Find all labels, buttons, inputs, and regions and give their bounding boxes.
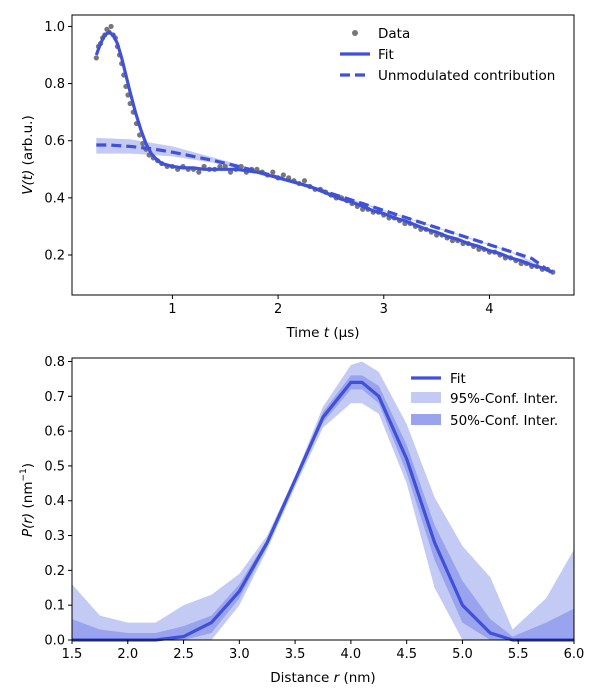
unmodulated-confidence-band	[96, 137, 553, 275]
legend-ci95-label: 95%-Conf. Inter.	[450, 391, 558, 407]
distribution-ytick-label: 0.8	[44, 355, 65, 370]
signal-x-axis-label: Time t (μs)	[285, 325, 359, 341]
distribution-ytick-label: 0.6	[44, 425, 65, 440]
signal-ytick-label: 0.4	[44, 191, 65, 206]
signal-xtick-label: 1	[168, 302, 176, 317]
distribution-ytick-label: 0.7	[44, 390, 65, 405]
data-point	[196, 169, 202, 175]
distribution-xtick-label: 2.0	[117, 647, 138, 662]
legend-ci95-swatch	[411, 392, 441, 403]
data-point	[280, 172, 286, 178]
distribution-ytick-label: 0.3	[44, 529, 65, 544]
signal-ytick-label: 0.2	[44, 249, 65, 264]
distribution-xtick-label: 6.0	[564, 647, 585, 662]
distribution-panel: 1.5 2.0 2.5 3.0 3.5 4.0 4.5 5.0 5.5 6.0 0.0 0.1 0.2…	[19, 355, 584, 686]
unmodulated-line	[96, 143, 554, 275]
distribution-ytick-label: 0.1	[44, 599, 65, 614]
legend-ci50-swatch	[411, 414, 441, 425]
distribution-x-ticks: 1.5 2.0 2.5 3.0 3.5 4.0 4.5 5.0 5.5 6.0	[62, 640, 585, 662]
signal-xtick-label: 4	[485, 302, 493, 317]
data-point	[108, 23, 114, 30]
data-point	[301, 178, 308, 184]
signal-y-ticks: 0.2 0.4 0.6 0.8 1.0	[44, 20, 72, 264]
distribution-ytick-label: 0.0	[44, 634, 65, 649]
distribution-xtick-label: 4.0	[341, 647, 362, 662]
distribution-y-axis-label: P(r) (nm−1)	[19, 463, 36, 537]
distribution-legend: Fit 95%-Conf. Inter. 50%-Conf. Inter.	[411, 371, 558, 429]
distribution-xtick-label: 3.0	[229, 647, 250, 662]
fit-line	[94, 30, 554, 274]
legend-fit-label: Fit	[378, 47, 394, 63]
data-point	[270, 169, 276, 175]
distribution-xtick-label: 1.5	[62, 647, 83, 662]
signal-plot-frame	[71, 14, 575, 296]
signal-panel: 1 2 3 4 0.2 0.4 0.6 0.8 1.0 Time t (μs) V(t) (a…	[20, 14, 575, 341]
distribution-x-axis-label: Distance r (nm)	[270, 670, 375, 686]
signal-x-ticks: 1 2 3 4	[168, 295, 494, 317]
signal-y-axis-label: V(t) (arb.u.)	[20, 115, 36, 194]
unmodulated-band-area	[96, 137, 553, 275]
distribution-plot-frame	[71, 357, 575, 641]
distribution-fit-line	[72, 380, 574, 642]
distribution-y-ticks: 0.0 0.1 0.2 0.3 0.4 0.5 0.6 0.7 0.8	[44, 355, 72, 649]
distribution-xtick-label: 5.0	[452, 647, 473, 662]
legend-unmod-label: Unmodulated contribution	[378, 68, 555, 84]
distribution-xtick-label: 4.5	[396, 647, 417, 662]
distribution-ytick-label: 0.2	[44, 564, 65, 579]
legend-data-marker	[352, 30, 358, 36]
data-point	[93, 55, 99, 61]
distribution-xtick-label: 2.5	[173, 647, 194, 662]
legend-data-label: Data	[378, 26, 410, 42]
signal-legend: Data Fit Unmodulated contribution	[340, 26, 555, 84]
distribution-ytick-label: 0.4	[44, 494, 65, 509]
signal-ytick-label: 0.8	[44, 77, 65, 92]
legend-dist-fit-label: Fit	[450, 371, 466, 387]
signal-xtick-label: 2	[274, 302, 282, 317]
distribution-ytick-label: 0.5	[44, 459, 65, 474]
signal-xtick-label: 3	[380, 302, 388, 317]
signal-ytick-label: 1.0	[44, 20, 65, 35]
distribution-xtick-label: 3.5	[285, 647, 306, 662]
data-point	[238, 163, 244, 170]
signal-ytick-label: 0.6	[44, 134, 65, 149]
distribution-xtick-label: 5.5	[508, 647, 529, 662]
legend-ci50-label: 50%-Conf. Inter.	[450, 413, 558, 429]
